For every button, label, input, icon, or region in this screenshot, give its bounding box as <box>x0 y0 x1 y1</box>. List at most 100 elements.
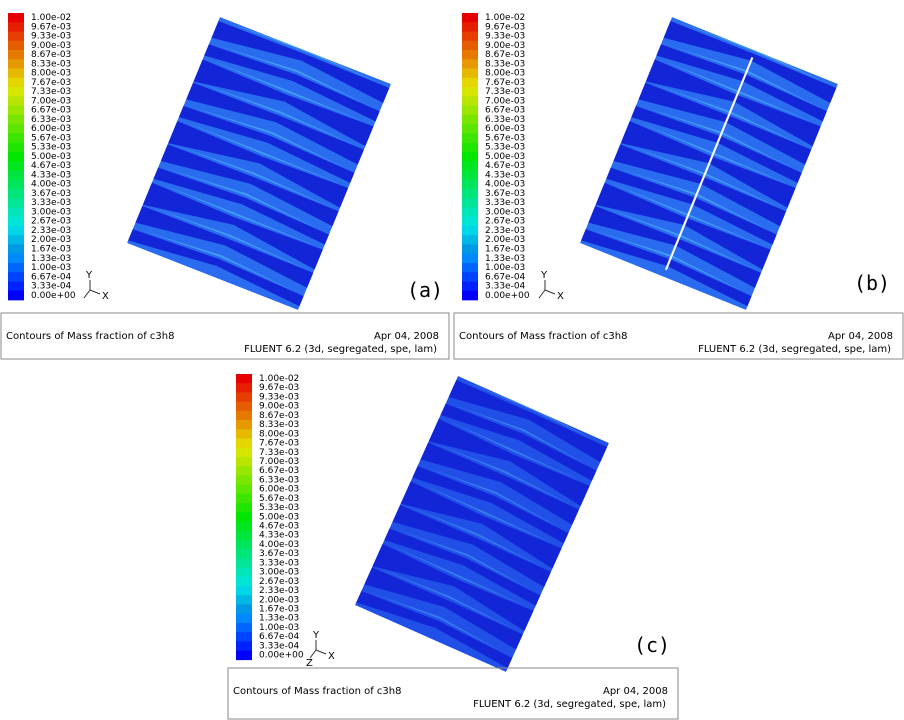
light-streak <box>161 184 315 246</box>
colorbar-label: 5.00e-03 <box>259 512 299 522</box>
colorbar-label: 9.33e-03 <box>485 32 525 42</box>
colorbar-label: 1.33e-03 <box>31 254 71 264</box>
colorbar-label: 4.67e-03 <box>485 161 525 171</box>
colorbar-label: 7.00e-03 <box>485 96 525 106</box>
dark-band <box>364 567 523 650</box>
colorbar-swatch <box>236 493 252 504</box>
colorbar-swatch <box>8 40 24 51</box>
colorbar-swatch <box>462 151 478 162</box>
triad-axis <box>544 289 556 295</box>
colorbar-swatch <box>236 438 252 449</box>
colorbar-swatch <box>462 31 478 42</box>
colorbar-swatch <box>236 539 252 550</box>
colorbar-swatch <box>8 96 24 106</box>
dark-band <box>204 44 380 122</box>
dark-band <box>193 59 374 147</box>
axis-label: X <box>557 291 564 302</box>
colorbar-swatch <box>462 13 478 23</box>
dark-band <box>595 182 771 270</box>
colorbar-swatch <box>236 530 252 541</box>
colorbar-label: 9.67e-03 <box>31 22 71 32</box>
dark-band <box>186 82 365 165</box>
colorbar-label: 1.67e-03 <box>31 245 71 255</box>
dark-band <box>178 105 355 184</box>
triad-axis <box>315 649 327 655</box>
colorbar-swatch <box>236 632 252 642</box>
dark-band <box>420 442 580 525</box>
colorbar-swatch <box>236 650 252 661</box>
colorbar-swatch <box>462 290 478 301</box>
colorbar-swatch <box>462 253 478 264</box>
colorbar-swatch <box>8 77 24 88</box>
colorbar-label: 6.00e-03 <box>259 485 299 495</box>
colorbar-swatch <box>236 512 252 522</box>
dark-band <box>160 144 339 227</box>
colorbar-label: 9.67e-03 <box>259 383 299 393</box>
light-streak <box>418 482 555 545</box>
colorbar-label: 6.00e-03 <box>31 124 71 134</box>
dark-band <box>356 590 513 669</box>
colorbar-swatch <box>462 170 478 180</box>
colorbar-label: 5.67e-03 <box>485 133 525 143</box>
colorbar-label: 9.67e-03 <box>485 22 525 32</box>
colorbar-label: 9.00e-03 <box>259 402 299 412</box>
colorbar-swatch <box>236 586 252 596</box>
colorbar-label: 3.33e-03 <box>31 198 71 208</box>
unit <box>355 376 609 672</box>
colorbar-label: 2.33e-03 <box>259 586 299 596</box>
colorbar-swatch <box>462 68 478 79</box>
dark-band <box>211 20 390 104</box>
colorbar-swatch <box>462 179 478 190</box>
colorbar-swatch <box>236 447 252 458</box>
colorbar-label: 3.67e-03 <box>259 549 299 559</box>
panel: 1.00e-029.67e-039.33e-039.00e-038.67e-03… <box>227 374 679 720</box>
colorbar-swatch <box>8 272 24 282</box>
colorbar-label: 1.33e-03 <box>485 254 525 264</box>
colorbar-swatch <box>236 641 252 651</box>
dark-band <box>620 120 796 208</box>
colorbar-swatch <box>462 235 478 245</box>
colorbar-label: 9.33e-03 <box>31 32 71 42</box>
contour-field <box>580 17 838 310</box>
colorbar-label: 6.33e-03 <box>485 115 525 125</box>
colorbar-swatch <box>462 96 478 106</box>
colorbar-swatch <box>236 429 252 439</box>
axis-label: Y <box>312 630 320 641</box>
axis-label: Z <box>306 658 313 669</box>
colorbar-label: 3.67e-03 <box>31 189 71 199</box>
colorbar-swatch <box>462 124 478 134</box>
date: Apr 04, 2008 <box>374 331 439 342</box>
colorbar-label: 3.33e-04 <box>259 641 300 651</box>
colorbar-label: 3.00e-03 <box>31 207 71 217</box>
colorbar-swatch <box>8 253 24 264</box>
colorbar-label: 7.33e-03 <box>31 87 71 97</box>
colorbar-label: 6.67e-03 <box>485 106 525 116</box>
colorbar-label: 6.67e-04 <box>31 272 72 282</box>
dark-band <box>440 403 597 481</box>
colorbar-swatch <box>8 124 24 134</box>
colorbar-label: 4.33e-03 <box>31 170 71 180</box>
colorbar-swatch <box>8 198 24 208</box>
contour-field <box>127 17 391 310</box>
colorbar-label: 7.00e-03 <box>259 457 299 467</box>
caption: Contours of Mass fraction of c3h8 <box>233 686 401 697</box>
colorbar-label: 6.67e-04 <box>485 272 526 282</box>
solver: FLUENT 6.2 (3d, segregated, spe, lam) <box>698 344 891 355</box>
colorbar-swatch <box>462 272 478 282</box>
caption: Contours of Mass fraction of c3h8 <box>459 331 627 342</box>
colorbar-label: 2.33e-03 <box>31 226 71 236</box>
colorbar-swatch <box>8 50 24 60</box>
colorbar-label: 8.67e-03 <box>31 50 71 60</box>
dark-band <box>631 105 802 184</box>
triad-axis <box>83 289 91 299</box>
dark-band <box>384 528 541 606</box>
colorbar-label: 4.33e-03 <box>485 170 525 180</box>
colorbar-swatch <box>462 77 478 88</box>
colorbar-label: 2.00e-03 <box>31 235 71 245</box>
colorbar-swatch <box>462 87 478 97</box>
colorbar-swatch <box>8 235 24 245</box>
colorbar-swatch <box>462 207 478 218</box>
colorbar-label: 7.33e-03 <box>259 448 299 458</box>
axis-label: X <box>102 291 109 302</box>
